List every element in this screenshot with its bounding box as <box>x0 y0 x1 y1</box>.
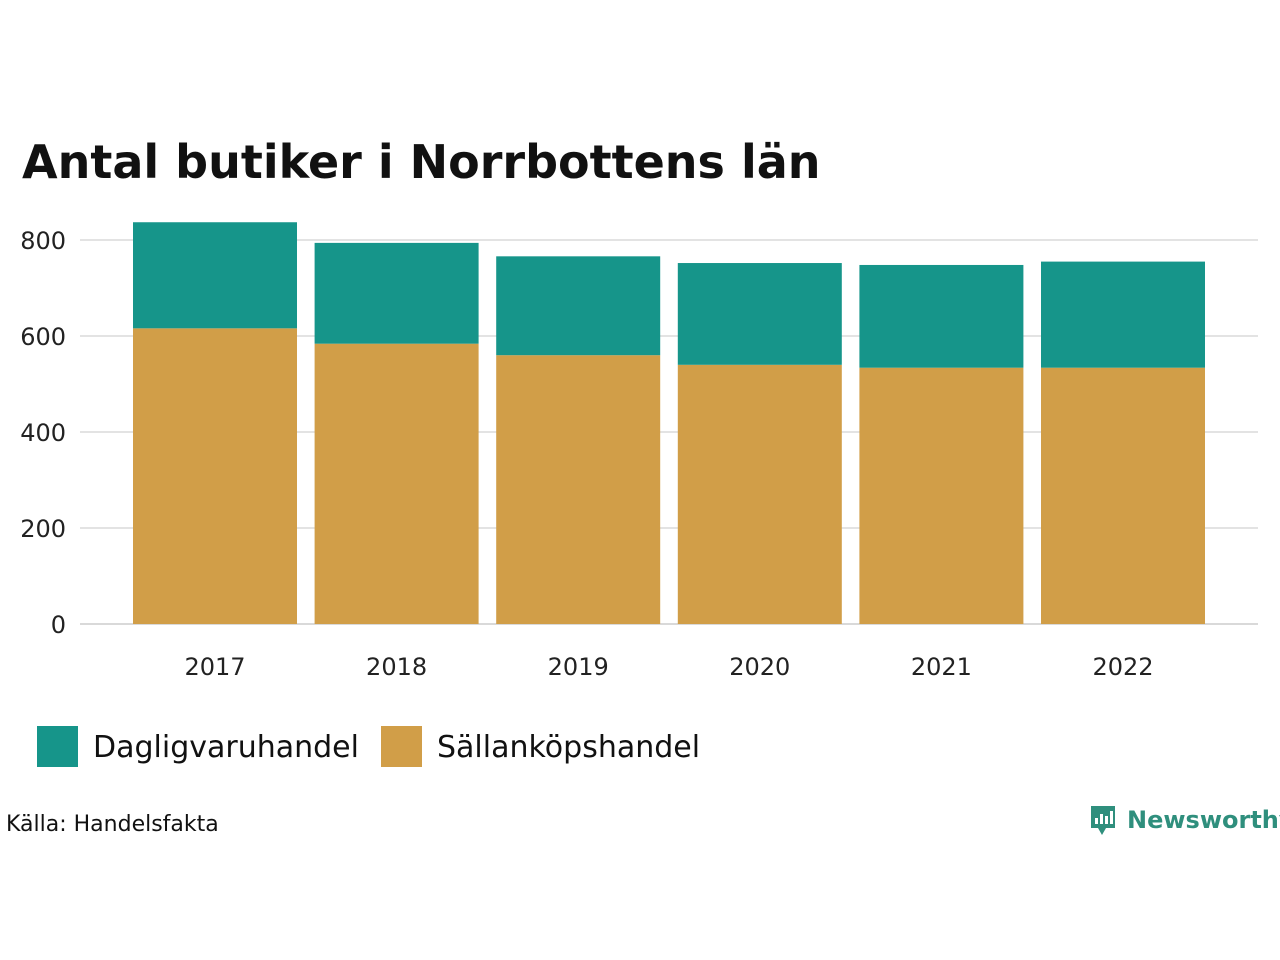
x-tick-label: 2021 <box>911 653 972 681</box>
y-tick-label: 600 <box>20 323 66 351</box>
x-tick-label: 2019 <box>548 653 609 681</box>
y-tick-label: 800 <box>20 227 66 255</box>
x-tick-label: 2017 <box>184 653 245 681</box>
bars <box>133 222 1205 624</box>
bar-sallankopshandel-2022 <box>1041 367 1205 624</box>
x-tick-label: 2022 <box>1092 653 1153 681</box>
source-note: Källa: Handelsfakta <box>6 812 219 837</box>
legend-swatch <box>37 726 78 767</box>
newsworthy-logo[interactable]: Newsworthy <box>1091 806 1280 835</box>
y-tick-label: 400 <box>20 419 66 447</box>
newsworthy-logo-icon <box>1091 806 1115 835</box>
x-tick-label: 2020 <box>729 653 790 681</box>
bar-sallankopshandel-2020 <box>677 364 842 624</box>
legend-item-dagligvaruhandel: Dagligvaruhandel <box>37 726 359 767</box>
bar-sallankopshandel-2018 <box>314 343 479 624</box>
bar-dagligvaruhandel-2020 <box>677 263 842 365</box>
bar-sallankopshandel-2019 <box>496 355 661 624</box>
x-axis-ticks: 2017 2018 2019 2020 2021 2022 <box>184 653 1153 681</box>
legend-label: Dagligvaruhandel <box>93 730 359 765</box>
legend-label: Sällanköpshandel <box>437 730 700 765</box>
newsworthy-brand-name: Newsworthy <box>1127 806 1280 834</box>
y-tick-label: 200 <box>20 515 66 543</box>
bar-dagligvaruhandel-2019 <box>496 256 661 356</box>
chart-title: Antal butiker i Norrbottens län <box>22 135 821 189</box>
bar-dagligvaruhandel-2022 <box>1041 261 1205 368</box>
bar-sallankopshandel-2017 <box>133 328 297 624</box>
legend-item-sallankopshandel: Sällanköpshandel <box>381 726 700 767</box>
y-axis-ticks: 0 200 400 600 800 <box>20 227 66 639</box>
bar-dagligvaruhandel-2017 <box>133 222 297 329</box>
legend: Dagligvaruhandel Sällanköpshandel <box>37 726 700 767</box>
bar-dagligvaruhandel-2018 <box>314 242 479 344</box>
bar-dagligvaruhandel-2021 <box>859 264 1024 368</box>
y-tick-label: 0 <box>51 611 66 639</box>
x-tick-label: 2018 <box>366 653 427 681</box>
bar-sallankopshandel-2021 <box>859 367 1024 624</box>
legend-swatch <box>381 726 422 767</box>
